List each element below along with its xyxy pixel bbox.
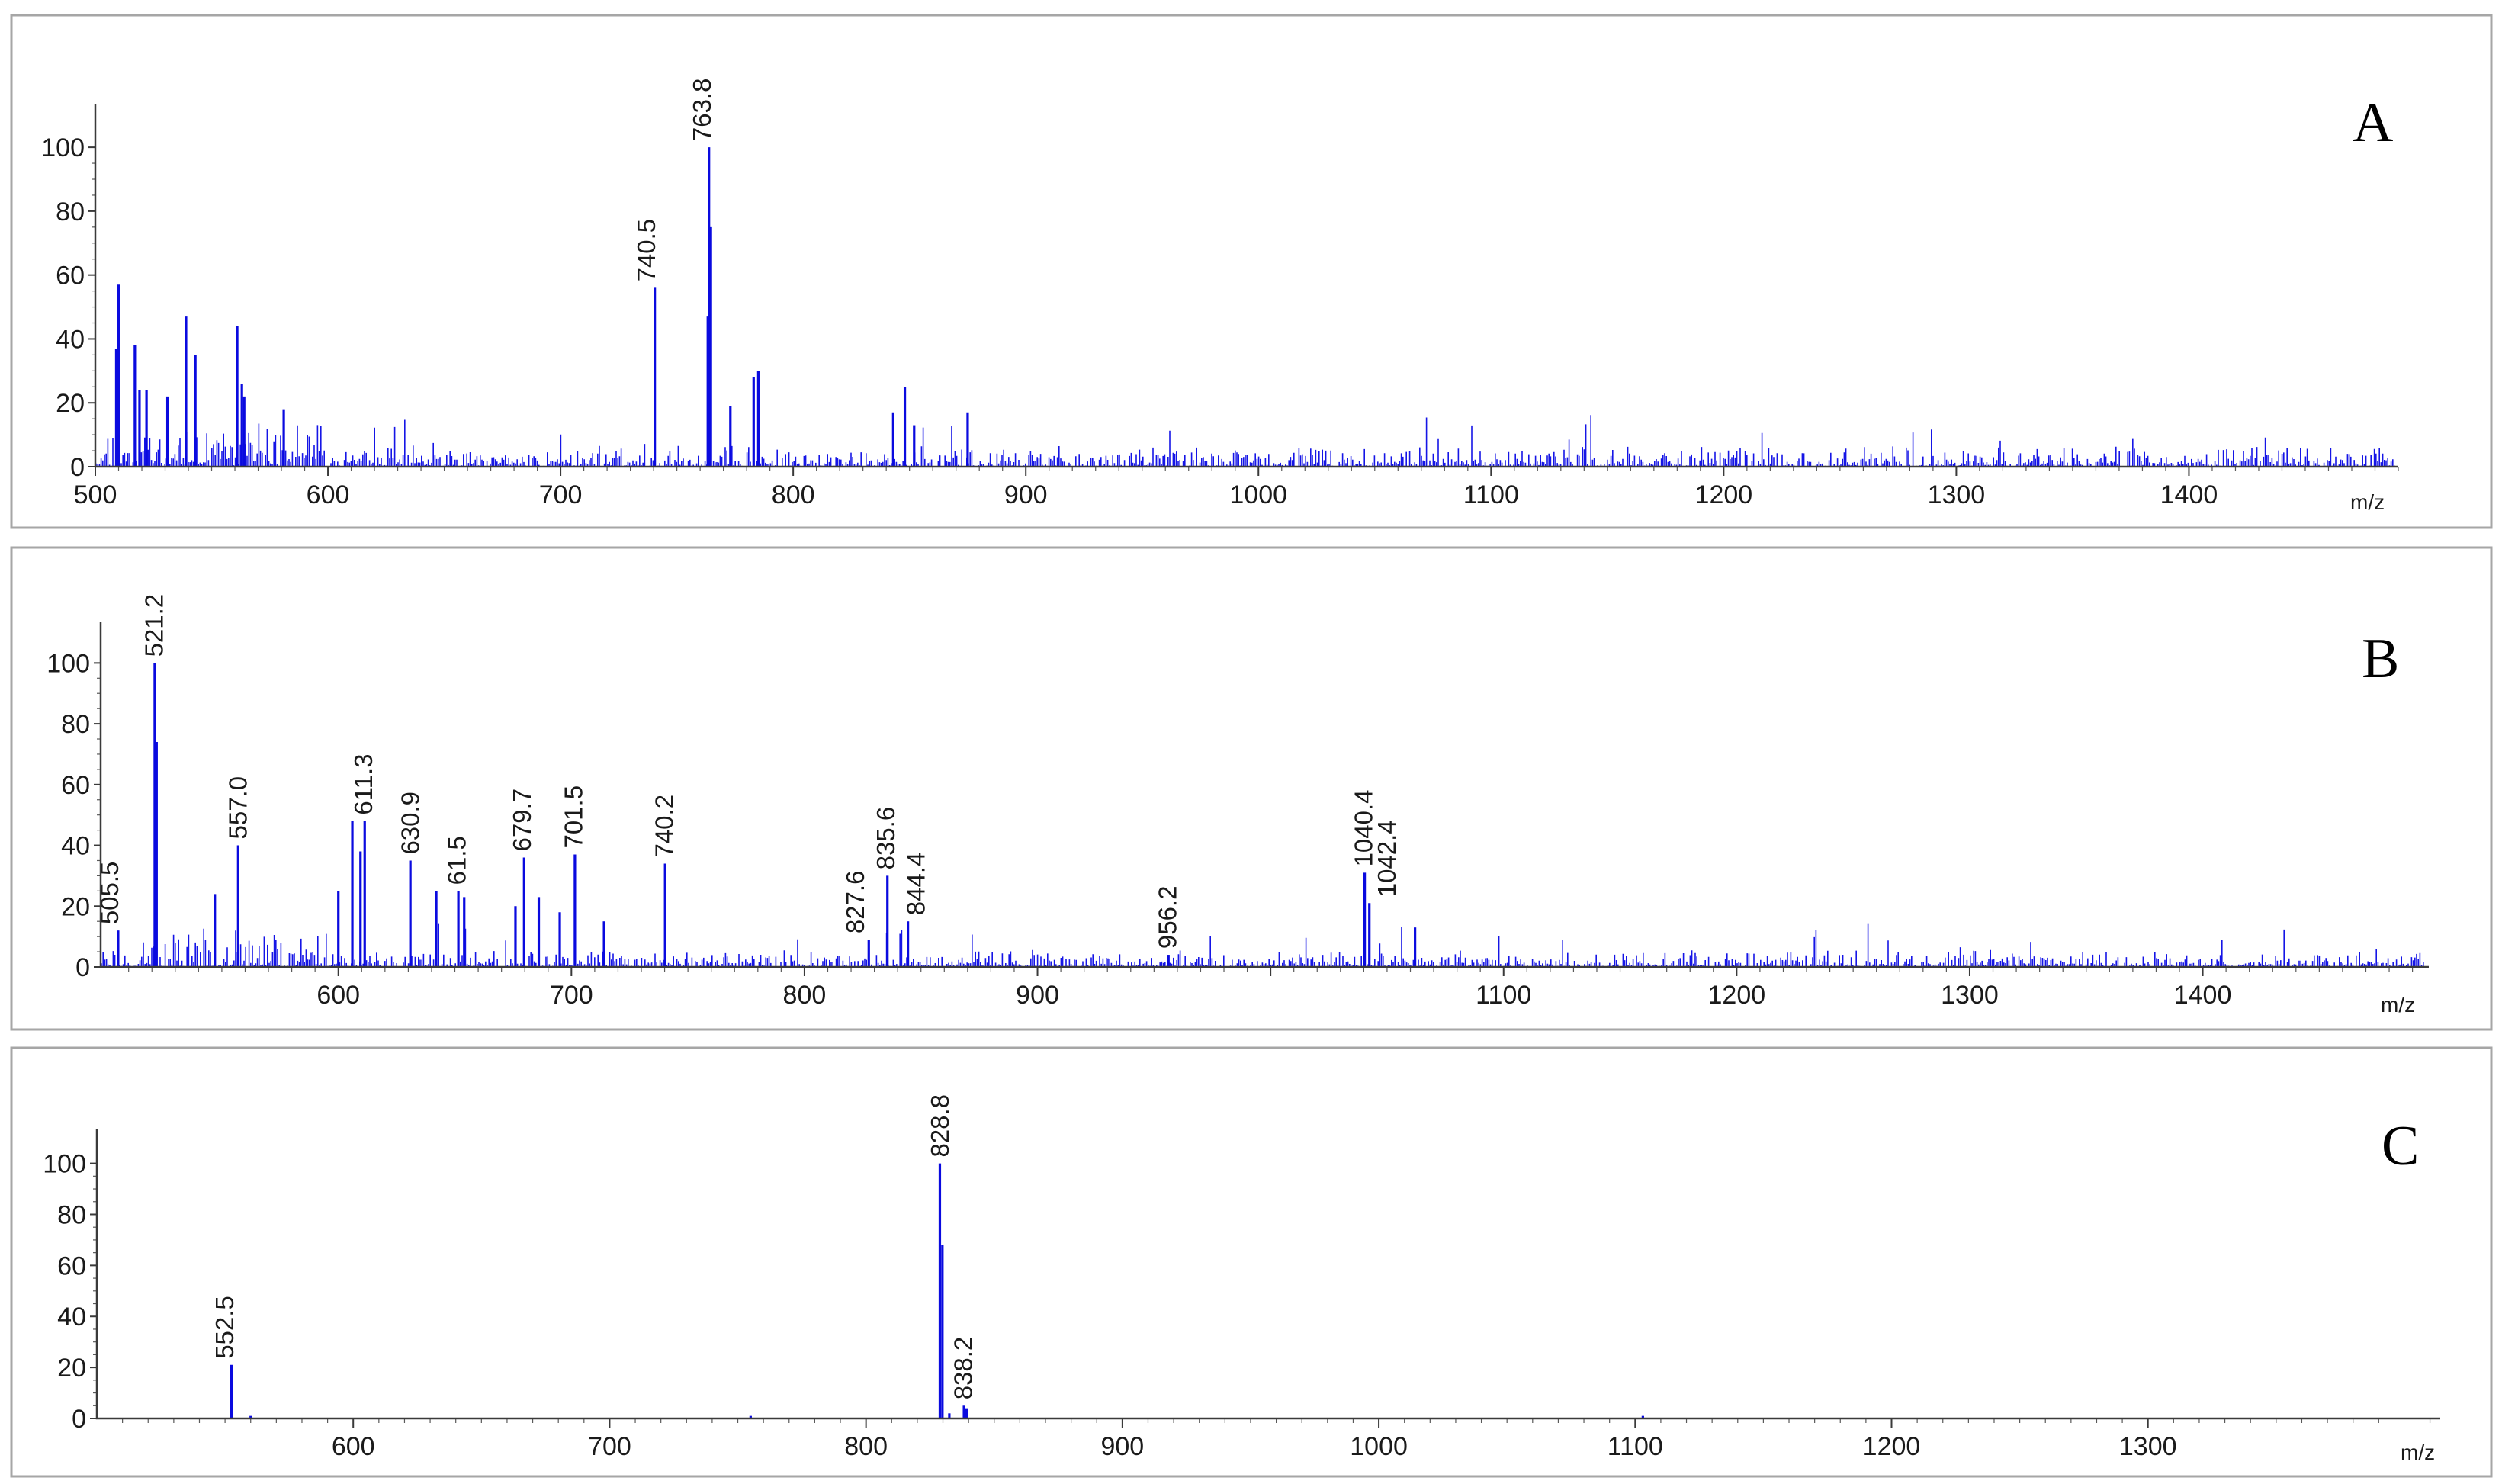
panel-a-y-tick-label: 100 <box>41 133 85 162</box>
panel-c-x-tick-label: 600 <box>332 1432 375 1461</box>
panel-a-y-tick-label: 60 <box>56 262 85 291</box>
panel-c-y-tick-label: 60 <box>57 1251 86 1280</box>
panel-b-y-tick-label: 0 <box>75 953 90 982</box>
panel-b-letter: B <box>2362 628 2399 690</box>
panel-b-peak-label: 827.6 <box>841 871 869 934</box>
panel-a-x-tick-label: 800 <box>772 480 815 509</box>
panel-b-y-tick-label: 20 <box>61 892 90 921</box>
panel-a-y-tick-label: 40 <box>56 325 85 354</box>
panel-c-x-tick-label: 1200 <box>1863 1432 1921 1461</box>
panel-c-peak-label: 838.2 <box>949 1337 977 1400</box>
panel-b-y-tick-label: 100 <box>47 649 90 678</box>
panel-b-peak-label: 630.9 <box>396 792 424 855</box>
panel-c-x-tick-label: 800 <box>844 1432 888 1461</box>
panel-b-y-tick-label: 60 <box>61 771 90 800</box>
panel-a-y-tick-label: 20 <box>56 389 85 418</box>
panel-b-y-tick-label: 40 <box>61 832 90 861</box>
panel-b-x-unit: m/z <box>2381 993 2415 1017</box>
panel-b-peak-label: 835.6 <box>872 807 900 870</box>
panel-c-x-unit: m/z <box>2401 1441 2435 1464</box>
panel-c-y-tick-label: 40 <box>57 1303 86 1331</box>
panel-c-x-tick-label: 1300 <box>2119 1432 2177 1461</box>
panel-c-peak-labels: 552.5 828.8 838.2 <box>210 1094 977 1399</box>
panel-a-x-tick-label: 500 <box>74 480 117 509</box>
panel-c-y-tick-label: 100 <box>43 1150 86 1179</box>
panel-a-frame <box>10 14 2493 529</box>
panel-c-x-tick-label: 1100 <box>1608 1432 1663 1461</box>
panel-c-y-tick-label: 80 <box>57 1200 86 1229</box>
panel-a-x-tick-label: 700 <box>539 480 583 509</box>
panel-b-x-tick-label: 700 <box>550 981 593 1010</box>
panel-b-x-tick-label: 1300 <box>1941 981 1999 1010</box>
panel-b: B m/z 0 20 40 60 80 100 600 700 800 900 1100 1200 13… <box>10 546 2493 1031</box>
panel-b-peak-label: 844.4 <box>902 853 930 916</box>
panel-b-x-tick-label: 1200 <box>1708 981 1766 1010</box>
panel-a-x-tick-label: 1400 <box>2160 480 2218 509</box>
panel-a-x-tick-label: 900 <box>1004 480 1048 509</box>
panel-a-x-tick-label: 600 <box>307 480 350 509</box>
panel-b-x-tick-label: 1100 <box>1476 981 1531 1010</box>
panel-b-peak-label: 701.5 <box>559 785 587 849</box>
panel-a-y-tick-label: 80 <box>56 198 85 226</box>
panel-c: C m/z 0 20 40 60 80 100 600 700 800 900 1000 1100 12… <box>10 1046 2493 1478</box>
panel-b-peak-label: 61.5 <box>443 836 471 885</box>
panel-c-spectrum <box>230 1163 1644 1418</box>
panel-c-y-tick-label: 20 <box>57 1354 86 1383</box>
panel-c-frame <box>10 1046 2493 1478</box>
panel-b-y-tick-label: 80 <box>61 710 90 739</box>
panel-a-letter: A <box>2353 92 2393 154</box>
panel-b-ticks: 0 20 40 60 80 100 600 700 800 900 1100 1200 1300 1400 <box>47 649 2414 1010</box>
panel-b-peak-label: 679.7 <box>508 789 536 852</box>
panel-b-peak-label: 521.2 <box>140 594 168 657</box>
panel-b-x-tick-label: 800 <box>783 981 827 1010</box>
panel-b-peak-label: 740.2 <box>650 795 679 858</box>
panel-b-x-tick-label: 900 <box>1016 981 1059 1010</box>
panel-a-x-tick-label: 1100 <box>1463 480 1519 509</box>
panel-c-y-tick-label: 0 <box>72 1405 86 1434</box>
panel-b-x-tick-label: 600 <box>316 981 360 1010</box>
panel-a-x-tick-label: 1300 <box>1928 480 1986 509</box>
panel-a-x-unit: m/z <box>2350 490 2385 514</box>
panel-b-peak-label: 956.2 <box>1154 886 1182 949</box>
panel-b-peak-label: 557.0 <box>223 776 252 840</box>
panel-c-letter: C <box>2382 1115 2419 1177</box>
panel-c-peak-label: 552.5 <box>210 1296 239 1359</box>
panel-a-x-tick-label: 1200 <box>1695 480 1753 509</box>
panel-b-x-tick-label: 1400 <box>2174 981 2232 1010</box>
panel-b-peak-label: 1040.4 <box>1349 789 1377 866</box>
panel-a-spectrum <box>95 147 2395 467</box>
panel-c-axes <box>95 1129 2440 1420</box>
panel-a-peak-label: 763.8 <box>688 79 716 142</box>
panel-b-axes <box>99 622 2429 968</box>
panel-a-x-tick-label: 1000 <box>1229 480 1287 509</box>
panel-c-peak-label: 828.8 <box>926 1094 954 1158</box>
panel-a-axes <box>94 104 2398 468</box>
panel-c-x-tick-label: 900 <box>1100 1432 1144 1461</box>
panel-c-x-tick-label: 1000 <box>1350 1432 1408 1461</box>
panel-b-peak-label: 611.3 <box>349 754 377 815</box>
panel-b-frame <box>10 546 2493 1031</box>
panel-c-x-tick-label: 700 <box>588 1432 631 1461</box>
panel-a-peak-labels: 740.5 763.8 <box>632 79 716 282</box>
panel-a-peak-label: 740.5 <box>632 219 660 282</box>
panel-a-y-tick-label: 0 <box>70 453 85 482</box>
panel-b-peak-label: 505.5 <box>95 862 124 925</box>
panel-b-peak-label: 1042.4 <box>1373 820 1401 897</box>
panel-a: A m/z 0 20 40 60 80 100 500 600 700 800 900 1000 110… <box>10 14 2493 529</box>
panel-c-ticks: 0 20 40 60 80 100 600 700 800 900 1000 1100 1200 1300 <box>43 1150 2431 1461</box>
